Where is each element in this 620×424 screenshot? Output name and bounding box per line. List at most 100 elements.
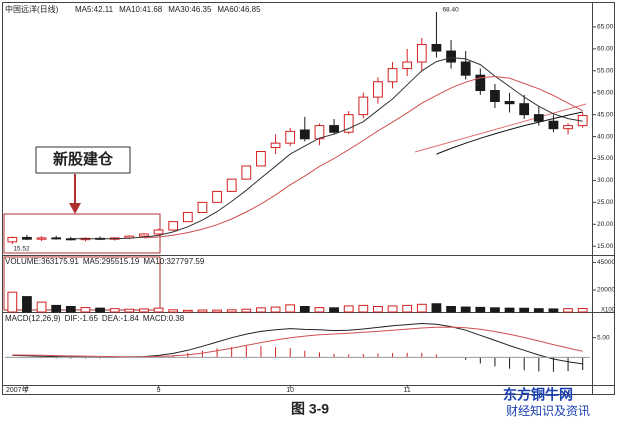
candle-body [431,43,442,52]
volume-bar [256,307,266,313]
y-tick-label: 45.00 [597,111,614,118]
volume-bar [314,307,325,313]
candle-body [212,190,222,203]
volume-bar [460,306,471,313]
ma-line [436,111,583,155]
candle-body [533,114,544,122]
candle-body [51,237,62,240]
candle-body [36,237,47,240]
watermark: 财经知识及资讯 [506,404,590,418]
dea-line [12,326,583,358]
annotation-text: 新股建仓 [53,150,114,168]
candle-body [168,221,179,231]
volume-bar [373,306,383,313]
panel-header: DEA:-1.84 [102,314,139,323]
annotation-box [35,146,131,174]
volume-bar [109,308,120,313]
y-tick-label: 35.00 [597,155,614,162]
candle-body [460,61,471,76]
volume-bar [22,296,32,313]
volume-bar [51,304,62,313]
year-label: 2007年 [6,385,29,394]
volume-bar [329,307,339,313]
candle-body [329,125,339,133]
volume-bar [343,305,354,313]
chart-frame [2,2,615,395]
volume-bar [577,307,588,313]
volume-bar [139,308,149,313]
volume-bar [431,303,442,313]
chart-title: 中国远洋(日线) [5,4,59,14]
candle-body [153,229,164,235]
candle-body [270,142,281,149]
candle-body [548,120,559,130]
volume-bar [446,306,456,313]
candle-body [241,165,252,180]
y-tick-label: 65.00 [597,24,614,31]
volume-bar [168,309,179,313]
x-tick-label: 10 [286,387,294,394]
candle-body [519,103,530,116]
volume-bar [533,308,544,313]
y-tick-label: 5.00 [597,334,610,341]
y-tick-label: 40.00 [597,133,614,140]
candle-body [22,236,32,240]
ma-line [70,57,583,240]
volume-bar [197,309,208,313]
volume-bar [226,309,237,313]
x-tick-label: 9 [157,387,161,394]
volume-bar [241,308,252,313]
legend-entry: MA30:46.35 [168,5,212,14]
y-tick-label: 55.00 [597,68,614,75]
panel-header: VOLUME:363175.91 [5,257,79,266]
panel-header: MACD:0.38 [143,314,185,323]
legend-entry: MA60:46.85 [217,5,261,14]
candle-body [504,100,515,105]
candle-body [373,81,383,98]
volume-bar [504,307,515,313]
volume-bar [285,304,296,313]
x-tick-label: 11 [404,387,411,394]
volume-bar [124,308,135,313]
panel-header: DIF:-1.65 [65,314,99,323]
caption: 图 3-9 [291,401,329,417]
candle-body [402,61,413,70]
volume-bar [519,307,530,313]
volume-bar [563,308,573,313]
volume-bar [416,303,427,313]
volume-bar [182,309,193,313]
annotation-arrowhead [69,203,81,214]
volume-bar [402,304,413,313]
candle-body [226,178,237,192]
volume-bar [387,305,398,313]
watermark: 东方铜牛网 [503,387,573,403]
legend-entry: MA10:41.68 [119,5,163,14]
candle-body [387,68,398,83]
volume-bar [212,309,222,313]
y-tick-label: 50.00 [597,89,614,96]
candle-body [256,150,266,167]
y-tick-label: 20000 [597,287,615,294]
candle-body [314,125,325,140]
panel-header: MA10:327797.59 [143,257,204,266]
panel-header: MA5:295515.19 [83,257,140,266]
volume-bar [7,291,18,313]
volume-bar [65,306,76,313]
volume-bar [475,306,486,313]
volume-bar [36,301,47,313]
volume-bar [548,308,559,313]
candle-body [7,236,18,243]
legend-entry: MA5:42.11 [75,5,114,14]
candle-body [285,130,296,144]
candle-body [182,211,193,223]
y-tick-label: 20.00 [597,221,614,228]
candle-body [358,96,369,116]
y-tick-label: 30.00 [597,177,614,184]
candle-body [446,50,456,63]
trend-line [414,103,587,153]
volume-bar [299,306,310,313]
y-tick-label: 15.00 [597,243,614,250]
high-label: 68.40 [442,7,459,14]
